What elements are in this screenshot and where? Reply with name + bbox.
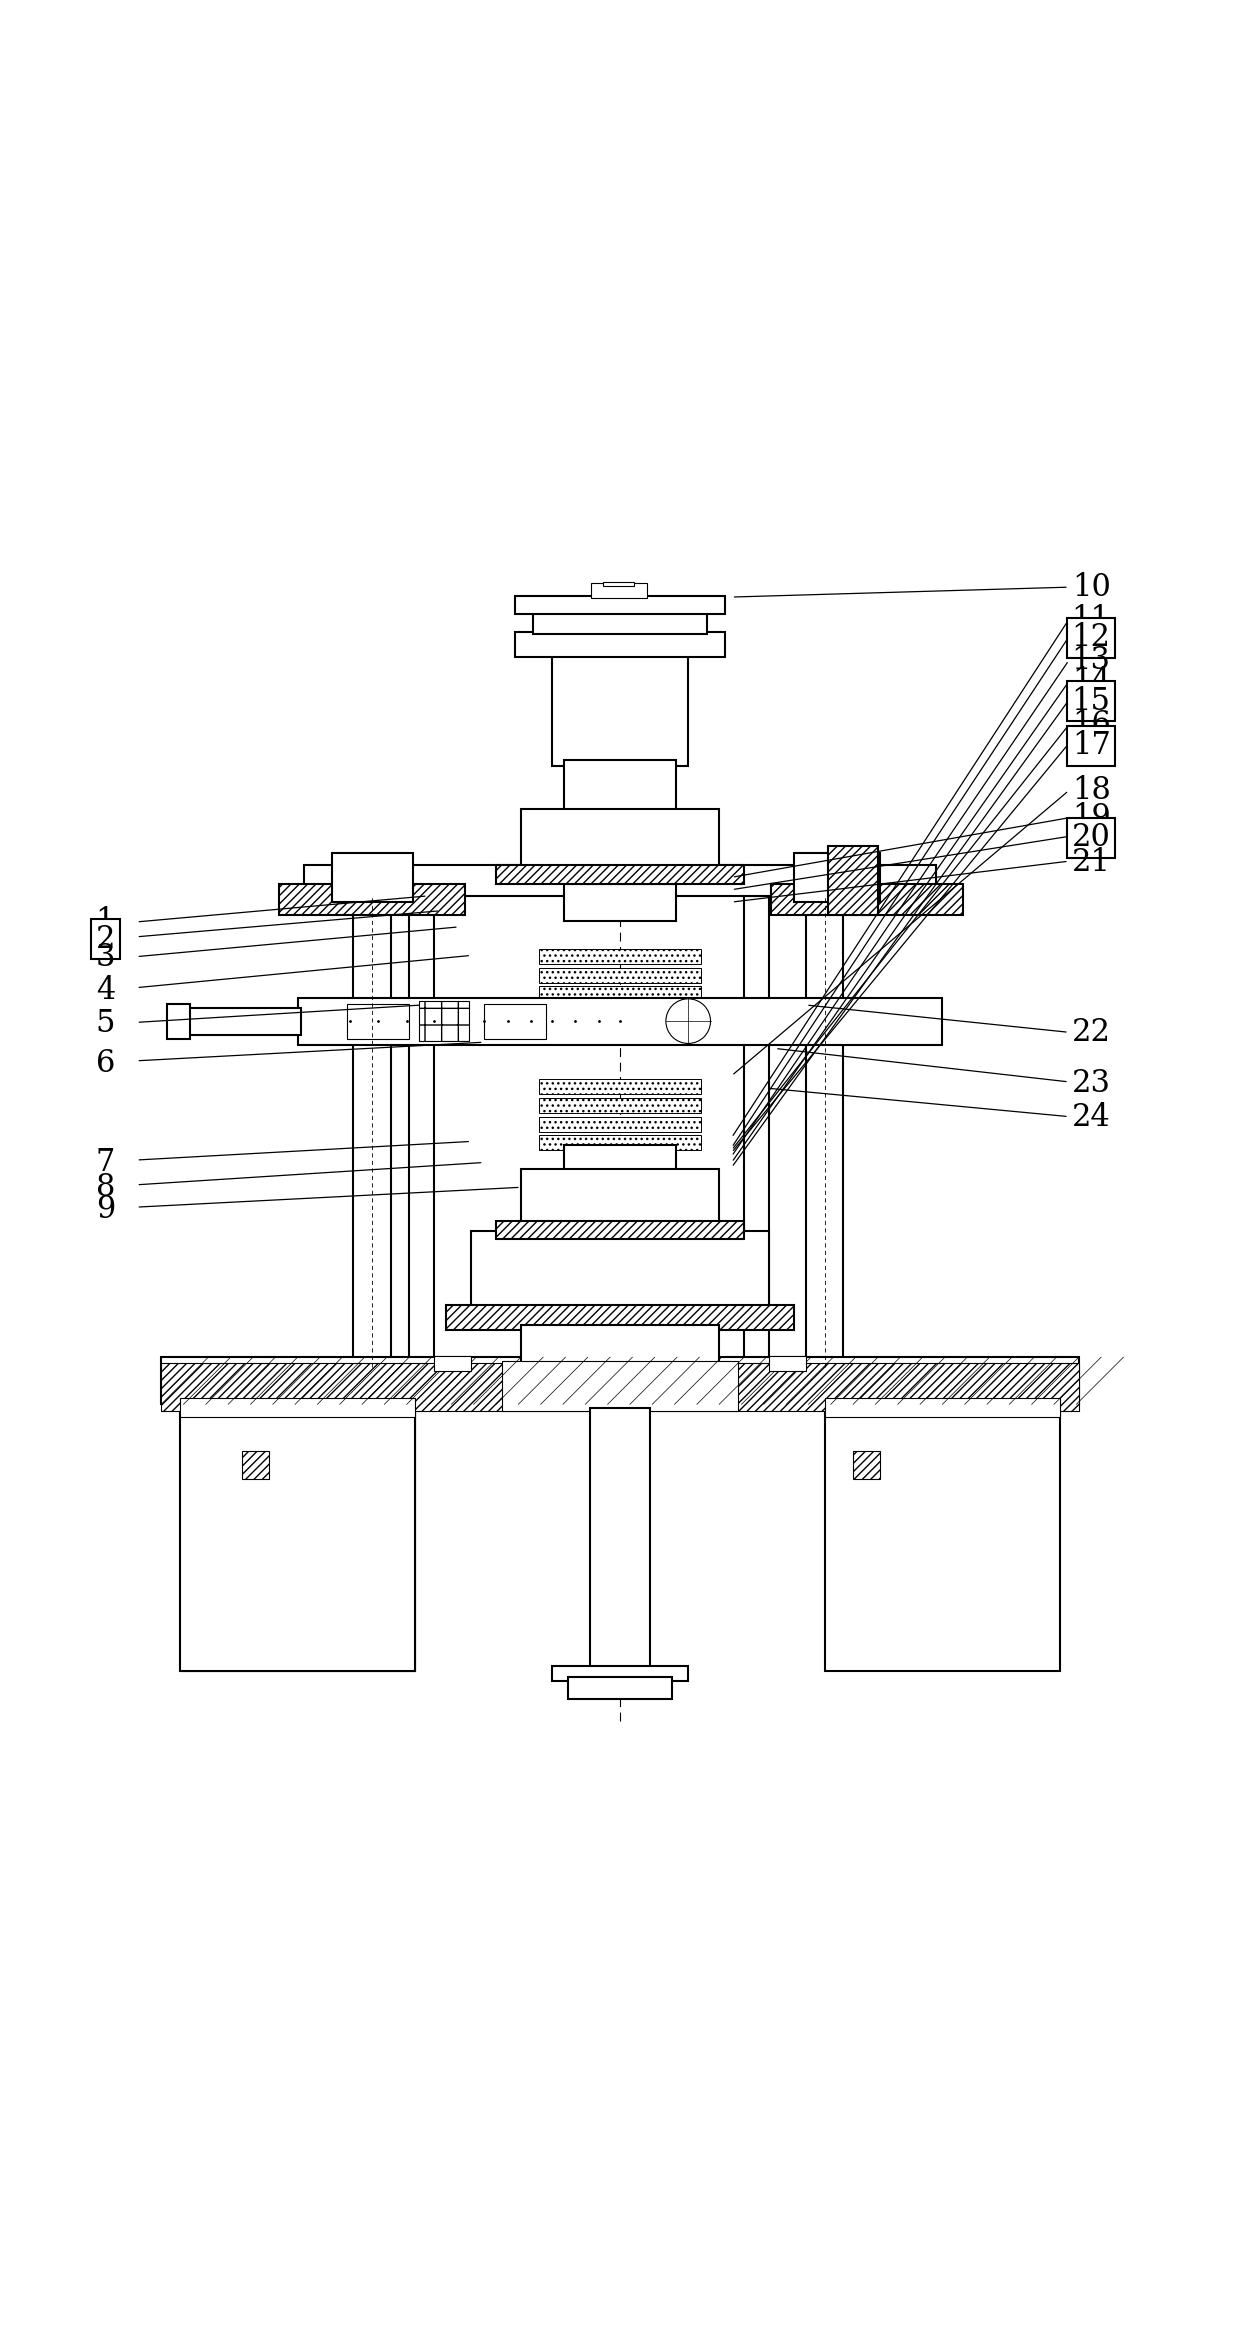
Bar [568, 1676, 672, 1700]
Text: 4: 4 [95, 974, 115, 1007]
Bar [353, 895, 391, 1367]
Text: 14: 14 [1071, 665, 1111, 698]
Text: 13: 13 [1071, 644, 1111, 677]
Bar [744, 895, 769, 1367]
Bar [828, 846, 878, 914]
Bar [332, 853, 413, 902]
Bar [496, 865, 744, 884]
Circle shape [666, 1000, 711, 1044]
Bar [521, 1169, 719, 1237]
Text: 21: 21 [1071, 846, 1111, 879]
Bar [552, 653, 688, 765]
Bar [564, 884, 676, 921]
Text: 6: 6 [95, 1049, 115, 1079]
Bar [515, 595, 725, 614]
Text: 24: 24 [1071, 1102, 1111, 1132]
Bar [167, 1004, 190, 1039]
Bar [825, 1411, 1060, 1672]
Bar [434, 1355, 471, 1372]
Text: 18: 18 [1071, 774, 1111, 807]
Text: 10: 10 [1071, 572, 1111, 602]
Bar [471, 1230, 769, 1311]
Text: 22: 22 [1071, 1016, 1111, 1049]
Bar [825, 1397, 1060, 1416]
Bar [539, 967, 701, 983]
Bar [539, 949, 701, 965]
Bar [806, 895, 843, 1367]
Text: 23: 23 [1071, 1067, 1111, 1100]
Bar [279, 884, 465, 914]
Bar [521, 1325, 719, 1365]
Bar [771, 884, 963, 914]
Bar [539, 986, 701, 1002]
Bar [496, 1221, 744, 1239]
Bar [184, 1007, 301, 1035]
Bar [552, 1667, 688, 1681]
Bar [180, 1411, 415, 1672]
Text: 17: 17 [1071, 730, 1111, 760]
Bar [304, 865, 936, 895]
Bar [180, 1411, 415, 1672]
Text: 12: 12 [1071, 623, 1111, 653]
Bar [298, 997, 942, 1044]
Bar [539, 1097, 701, 1114]
Bar [539, 1116, 701, 1132]
Bar [533, 611, 707, 635]
Bar [591, 584, 647, 598]
Bar [180, 1397, 415, 1416]
Text: 16: 16 [1071, 709, 1111, 739]
Text: 19: 19 [1071, 802, 1111, 832]
Bar [515, 632, 725, 656]
Text: 1: 1 [95, 907, 115, 937]
Text: 2: 2 [95, 923, 115, 956]
Bar [409, 895, 434, 1367]
Bar [603, 581, 634, 586]
Text: 7: 7 [95, 1146, 115, 1179]
Text: 3: 3 [95, 942, 115, 974]
Polygon shape [161, 1358, 1079, 1404]
Text: 9: 9 [95, 1195, 115, 1225]
Text: 11: 11 [1071, 604, 1111, 635]
Bar [502, 1360, 738, 1411]
Text: 8: 8 [95, 1172, 115, 1202]
Bar [794, 853, 880, 902]
Bar [347, 1004, 409, 1039]
Bar [539, 1004, 701, 1021]
Bar [446, 1304, 794, 1330]
Bar [853, 1451, 880, 1479]
Bar [539, 1135, 701, 1151]
Text: 20: 20 [1071, 823, 1111, 853]
Bar [419, 1002, 469, 1042]
Bar [484, 1004, 546, 1039]
Bar [564, 760, 676, 816]
Bar [539, 1079, 701, 1095]
Text: 15: 15 [1071, 686, 1111, 716]
Bar [564, 1146, 676, 1169]
Bar [161, 1362, 1079, 1411]
Bar [521, 809, 719, 872]
Text: 5: 5 [95, 1009, 115, 1039]
Bar [590, 1409, 650, 1672]
Bar [242, 1451, 269, 1479]
Bar [769, 1355, 806, 1372]
